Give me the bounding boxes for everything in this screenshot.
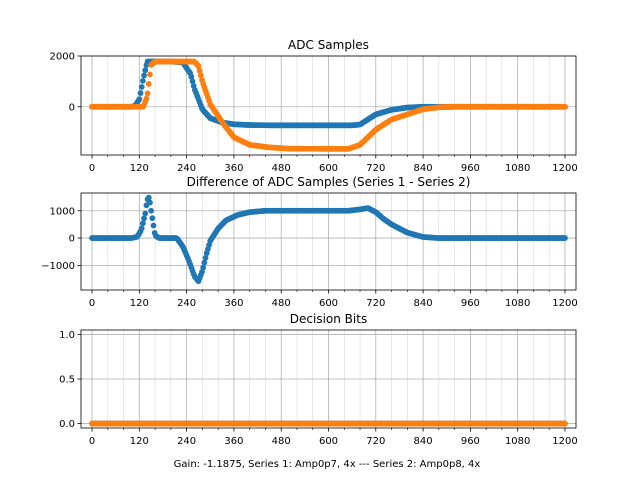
data-point xyxy=(147,199,153,206)
data-point xyxy=(144,90,151,97)
x-tick-label: 360 xyxy=(224,163,243,174)
y-tick-label: 0 xyxy=(69,234,75,245)
y-tick-label: 0.0 xyxy=(59,419,75,430)
data-point xyxy=(562,103,568,110)
data-point xyxy=(139,220,146,227)
x-tick-label: 120 xyxy=(130,163,149,174)
y-tick-label: 1.0 xyxy=(59,330,75,341)
data-point xyxy=(143,95,150,102)
x-tick-label: 720 xyxy=(366,436,385,447)
x-tick-label: 480 xyxy=(272,163,291,174)
x-tick-label: 480 xyxy=(272,436,291,447)
plots-layer: 0 120 240 360 480 600 720 840 960 1080 120020000AD… xyxy=(41,38,578,447)
x-tick-label: 240 xyxy=(177,298,196,309)
x-tick-label: 840 xyxy=(414,436,433,447)
x-tick-label: 600 xyxy=(319,163,338,174)
x-tick-label: 720 xyxy=(366,163,385,174)
data-point xyxy=(202,254,209,261)
data-point xyxy=(150,222,157,229)
chart-1: 0 120 240 360 480 600 720 840 960 1080 1200 2000 0 AD… xyxy=(50,38,578,174)
x-tick-label: 120 xyxy=(130,436,149,447)
x-tick-label: 720 xyxy=(366,298,385,309)
data-point xyxy=(562,420,568,427)
data-point xyxy=(141,215,147,222)
data-point xyxy=(136,96,143,103)
data-point xyxy=(138,225,145,232)
data-point xyxy=(142,210,149,217)
x-tick-label: 240 xyxy=(177,163,196,174)
x-tick-label: 960 xyxy=(461,163,480,174)
data-point xyxy=(149,215,156,222)
x-tick-label: 480 xyxy=(272,298,291,309)
chart-3: 0 120 240 360 480 600 720 840 960 1080 1200 1.0 0.5 0… xyxy=(59,312,578,447)
data-point xyxy=(145,81,152,87)
x-tick-label: 360 xyxy=(224,436,243,447)
figure-xlabel: Gain: -1.1875, Series 1: Amp0p7, 4x --- … xyxy=(174,459,481,470)
x-tick-label: 1080 xyxy=(505,163,530,174)
data-point xyxy=(145,194,152,201)
x-tick-label: 1080 xyxy=(505,436,530,447)
y-tick-label: −1000 xyxy=(41,261,75,272)
y-tick-label: 0.5 xyxy=(59,375,75,386)
chart-title: Decision Bits xyxy=(290,312,367,326)
data-point xyxy=(196,67,203,74)
y-tick-label: 2000 xyxy=(50,52,75,63)
data-point xyxy=(147,71,153,78)
x-tick-label: 1200 xyxy=(552,163,577,174)
series-2 xyxy=(89,58,568,152)
data-point xyxy=(201,259,208,266)
grid xyxy=(81,193,576,290)
x-tick-label: 1200 xyxy=(552,436,577,447)
data-point xyxy=(195,63,202,70)
grid xyxy=(81,330,576,428)
data-point xyxy=(189,78,196,85)
x-tick-label: 840 xyxy=(414,163,433,174)
data-point xyxy=(141,72,147,79)
data-point xyxy=(197,72,204,79)
series-2 xyxy=(89,420,568,427)
y-tick-label: 1000 xyxy=(50,206,75,217)
x-tick-label: 1080 xyxy=(505,298,530,309)
x-tick-label: 240 xyxy=(177,436,196,447)
x-tick-label: 840 xyxy=(414,298,433,309)
x-tick-label: 600 xyxy=(319,298,338,309)
x-tick-label: 960 xyxy=(461,298,480,309)
y-tick-label: 0 xyxy=(69,102,75,113)
data-point xyxy=(148,207,155,214)
data-point xyxy=(139,77,146,84)
series-1 xyxy=(89,194,568,285)
x-tick-label: 960 xyxy=(461,436,480,447)
x-tick-label: 360 xyxy=(224,298,243,309)
x-tick-label: 0 xyxy=(89,163,95,174)
chart-title: Difference of ADC Samples (Series 1 - Se… xyxy=(187,175,471,189)
data-point xyxy=(142,67,149,74)
x-tick-label: 120 xyxy=(130,298,149,309)
data-point xyxy=(188,73,195,80)
data-point xyxy=(137,90,144,96)
x-tick-label: 600 xyxy=(319,436,338,447)
x-tick-label: 0 xyxy=(89,436,95,447)
x-tick-label: 0 xyxy=(89,298,95,309)
data-point xyxy=(200,264,207,271)
data-point xyxy=(138,84,145,90)
data-point xyxy=(562,235,568,241)
chart-title: ADC Samples xyxy=(288,38,369,52)
x-tick-label: 1200 xyxy=(552,298,577,309)
chart-2: 0 120 240 360 480 600 720 840 960 1080 1200 1000 0 −1… xyxy=(41,175,578,309)
